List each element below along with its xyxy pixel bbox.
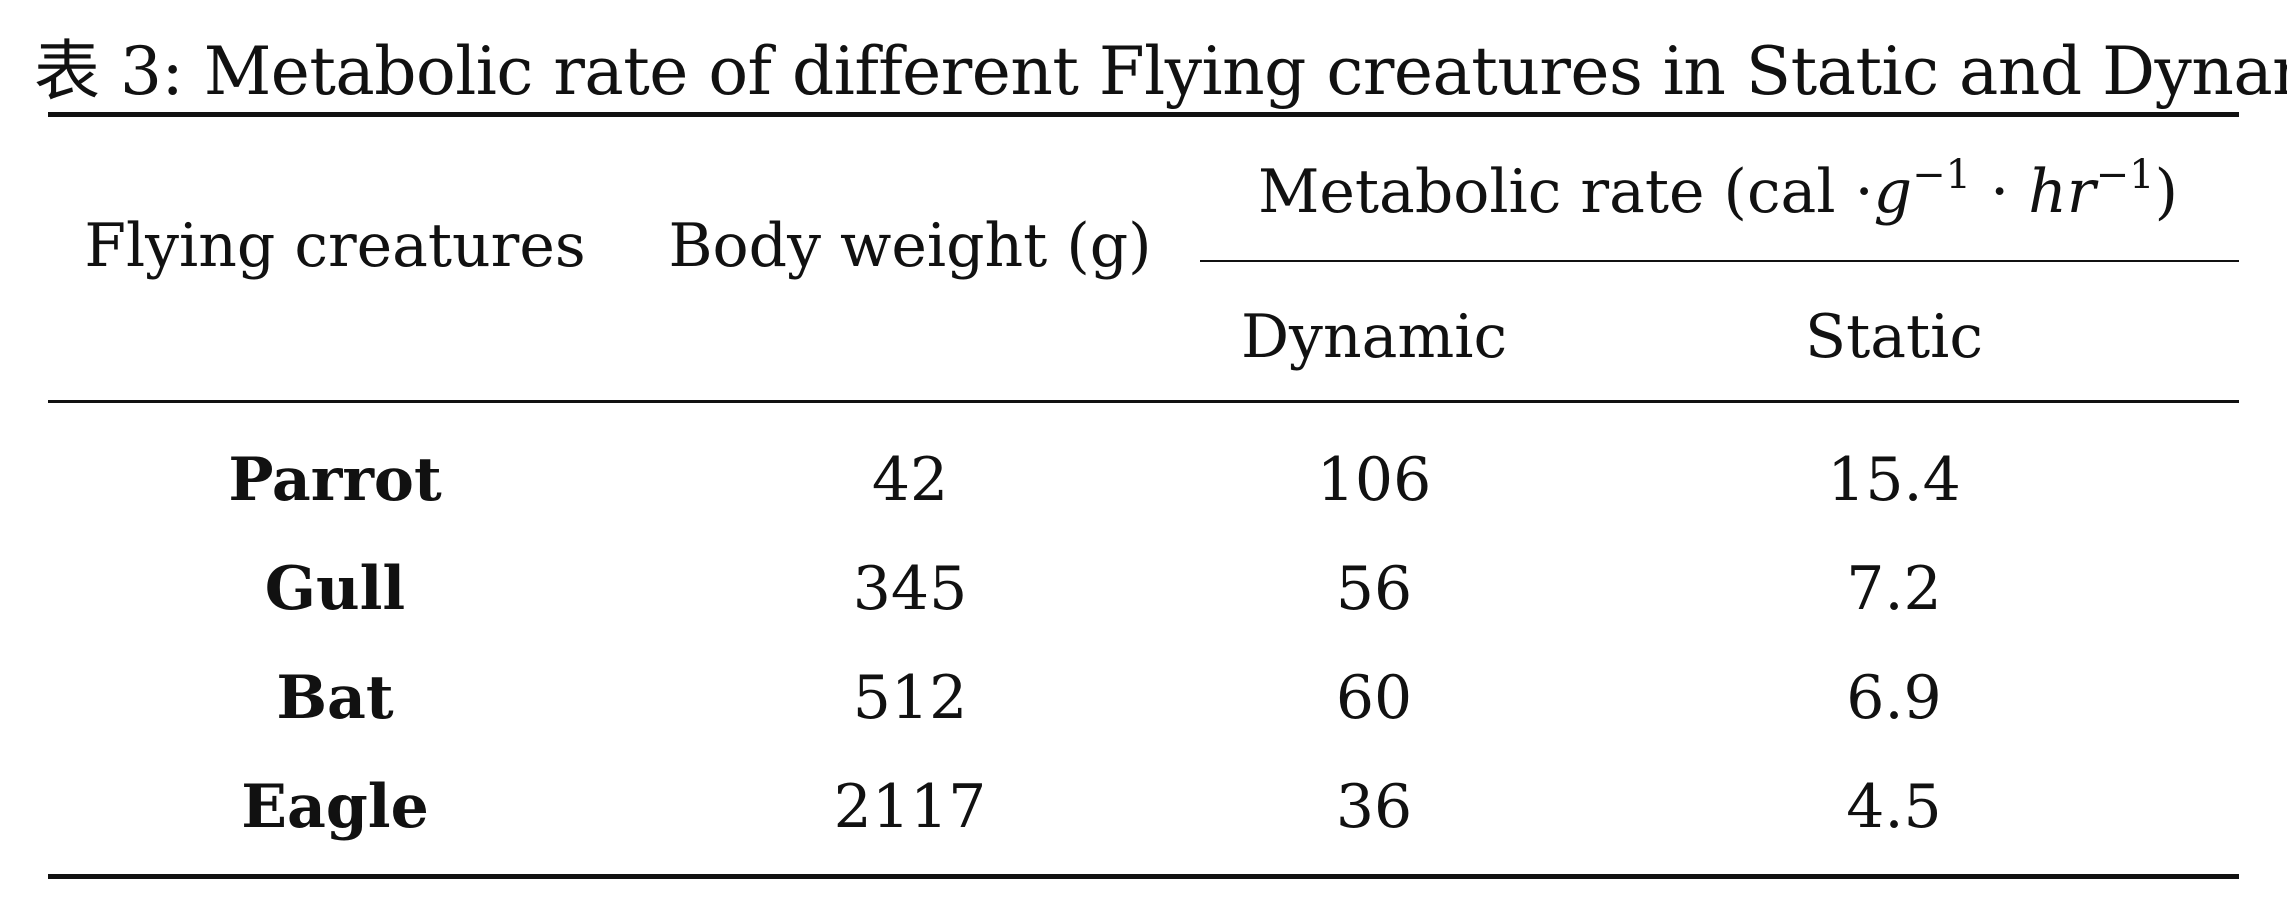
- metabolic-rate-g: g: [1873, 157, 1913, 227]
- table-caption: 表 3: Metabolic rate of different Flying …: [34, 22, 2287, 122]
- cell-creature: Bat: [276, 663, 394, 733]
- metabolic-rate-suffix: ): [2154, 157, 2179, 227]
- top-rule: [48, 112, 2239, 117]
- cell-body-weight: 345: [852, 554, 968, 624]
- cell-dynamic: 56: [1335, 554, 1413, 624]
- cell-creature: Parrot: [228, 445, 442, 515]
- metabolic-rate-dot: ·: [1971, 157, 2029, 227]
- cell-dynamic: 36: [1335, 772, 1413, 842]
- metabolic-rate-exponent-hr: −1: [2095, 152, 2155, 198]
- header-rule: [48, 400, 2239, 403]
- cell-static: 4.5: [1846, 772, 1942, 842]
- metabolic-rate-exponent-g: −1: [1912, 152, 1972, 198]
- cell-creature: Eagle: [241, 772, 429, 842]
- cell-body-weight: 2117: [833, 772, 987, 842]
- cell-creature: Gull: [264, 554, 406, 624]
- cell-dynamic: 60: [1335, 663, 1413, 733]
- cell-static: 7.2: [1846, 554, 1942, 624]
- metabolic-rate-prefix: Metabolic rate (cal ·: [1257, 157, 1874, 227]
- header-metabolic-rate: Metabolic rate (cal ·g−1 · hr−1): [1258, 152, 2178, 232]
- header-dynamic: Dynamic: [1240, 302, 1508, 372]
- header-static: Static: [1805, 302, 1983, 372]
- header-body-weight: Body weight (g): [668, 211, 1152, 281]
- cell-dynamic: 106: [1316, 445, 1432, 515]
- header-flying-creatures: Flying creatures: [84, 211, 586, 281]
- metabolic-group-rule: [1200, 260, 2239, 262]
- metabolic-rate-hr: hr: [2028, 157, 2096, 227]
- cell-static: 15.4: [1827, 445, 1961, 515]
- cell-body-weight: 42: [871, 445, 949, 515]
- caption-label: 表 3:: [34, 33, 184, 110]
- caption-text: Metabolic rate of different Flying creat…: [203, 33, 2287, 110]
- bottom-rule: [48, 874, 2239, 879]
- cell-static: 6.9: [1846, 663, 1942, 733]
- cell-body-weight: 512: [852, 663, 968, 733]
